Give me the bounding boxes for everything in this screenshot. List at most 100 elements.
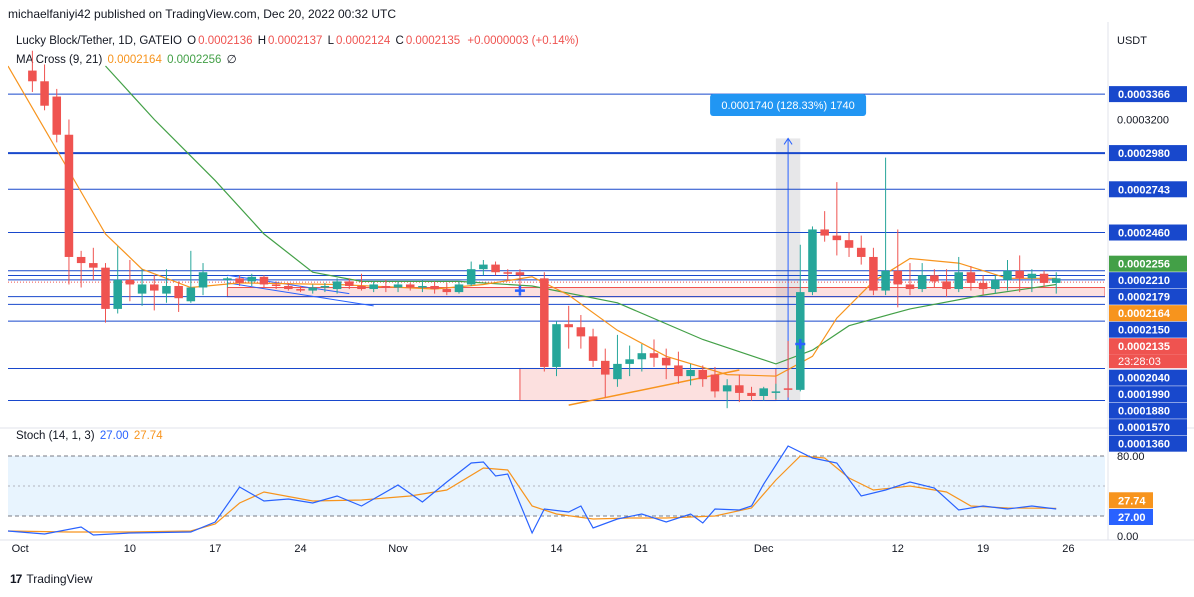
candle[interactable] — [978, 275, 988, 296]
candle[interactable] — [808, 226, 817, 296]
candle[interactable] — [125, 260, 135, 302]
candle[interactable] — [64, 119, 74, 285]
candle[interactable] — [820, 211, 829, 242]
symbol-name[interactable]: Lucky Block/Tether, 1D, GATEIO — [16, 35, 182, 47]
candle[interactable] — [893, 229, 903, 308]
candle[interactable] — [783, 340, 793, 398]
candle[interactable] — [247, 273, 257, 286]
candle[interactable] — [540, 272, 549, 372]
price-level-badge[interactable]: 0.0002256 — [1109, 255, 1187, 272]
candle[interactable] — [613, 334, 622, 387]
candle[interactable] — [1051, 272, 1061, 294]
price-level-badge[interactable]: 0.0002040 — [1109, 369, 1187, 386]
candle[interactable] — [186, 250, 196, 303]
candle[interactable] — [332, 278, 342, 294]
candle[interactable] — [552, 321, 561, 377]
candle[interactable] — [698, 365, 708, 387]
candle[interactable] — [759, 386, 768, 401]
candle[interactable] — [1027, 269, 1037, 293]
stoch-pane[interactable] — [7, 445, 1105, 536]
candle[interactable] — [722, 379, 732, 409]
candle[interactable] — [564, 305, 573, 349]
candle[interactable] — [320, 282, 330, 293]
candle[interactable] — [40, 64, 49, 111]
candle[interactable] — [869, 247, 878, 296]
candle[interactable] — [503, 269, 513, 282]
candle[interactable] — [991, 275, 1000, 294]
candle[interactable] — [686, 363, 695, 386]
price-level-badge[interactable]: 0.0002179 — [1109, 288, 1187, 305]
candle[interactable] — [284, 282, 293, 291]
candle[interactable] — [393, 281, 403, 293]
candle[interactable] — [600, 348, 610, 398]
candle[interactable] — [881, 157, 890, 296]
candle[interactable] — [296, 285, 305, 293]
candle[interactable] — [649, 339, 659, 367]
candle[interactable] — [710, 366, 720, 398]
price-level-badge[interactable]: 0.0002164 — [1109, 305, 1187, 322]
price-level-badge[interactable]: 0.0002210 — [1109, 272, 1187, 289]
candle[interactable] — [418, 279, 427, 293]
stoch-badge[interactable]: 27.74 — [1109, 492, 1153, 509]
price-level-badge[interactable]: 0.0001360 — [1109, 435, 1187, 452]
candle[interactable] — [1039, 270, 1049, 288]
candle[interactable] — [917, 263, 927, 293]
candle[interactable] — [76, 250, 86, 288]
candle[interactable] — [954, 256, 963, 293]
candle[interactable] — [137, 269, 147, 306]
candle[interactable] — [442, 282, 452, 296]
candle[interactable] — [576, 315, 586, 349]
stoch-label[interactable]: Stoch (14, 1, 3) — [16, 430, 95, 442]
price-level-badge[interactable]: 0.0002743 — [1109, 181, 1187, 198]
stoch-badge[interactable]: 27.00 — [1109, 509, 1153, 525]
candle[interactable] — [235, 275, 244, 286]
candle[interactable] — [369, 281, 378, 293]
candle[interactable] — [430, 281, 439, 294]
candle[interactable] — [491, 261, 500, 276]
candle[interactable] — [405, 282, 415, 291]
candle[interactable] — [637, 344, 647, 372]
candle[interactable] — [52, 88, 62, 143]
price-level-badge[interactable]: 0.0001880 — [1109, 402, 1187, 419]
price-level-badge[interactable]: 0.0001570 — [1109, 419, 1187, 436]
candle[interactable] — [113, 246, 122, 314]
candle[interactable] — [905, 263, 915, 296]
candle[interactable] — [661, 348, 671, 380]
candle[interactable] — [223, 276, 232, 288]
candle[interactable] — [1015, 255, 1024, 293]
candle[interactable] — [966, 266, 976, 291]
candle[interactable] — [381, 279, 391, 293]
candle[interactable] — [271, 281, 281, 290]
price-level-badge[interactable]: 0.0002980 — [1109, 145, 1187, 162]
candle[interactable] — [747, 386, 756, 401]
price-level-badge[interactable]: 0.0002150 — [1109, 321, 1187, 338]
candle[interactable] — [771, 383, 781, 400]
candle[interactable] — [735, 374, 744, 403]
candle[interactable] — [930, 269, 939, 288]
tradingview-logo[interactable]: 17 TradingView — [10, 572, 92, 586]
candle[interactable] — [832, 182, 842, 256]
candle[interactable] — [1003, 260, 1012, 291]
candle[interactable] — [101, 263, 110, 323]
candle[interactable] — [479, 260, 488, 276]
ma-cross-label[interactable]: MA Cross (9, 21) — [16, 54, 103, 66]
candle[interactable] — [625, 345, 634, 377]
price-level-badge[interactable]: 0.0003366 — [1109, 86, 1187, 103]
candle[interactable] — [198, 263, 208, 296]
price-level-badge[interactable]: 0.0002135 23:28:03 — [1109, 338, 1187, 369]
candle[interactable] — [345, 278, 354, 290]
candle[interactable] — [856, 235, 866, 265]
candle[interactable] — [28, 50, 37, 92]
candle[interactable] — [454, 281, 464, 294]
candle[interactable] — [466, 261, 476, 286]
candle[interactable] — [674, 351, 683, 384]
price-pane[interactable] — [8, 50, 1105, 409]
candle[interactable] — [259, 275, 269, 288]
candle[interactable] — [162, 269, 171, 303]
candle[interactable] — [844, 232, 854, 257]
candle[interactable] — [588, 328, 598, 367]
candle[interactable] — [89, 247, 98, 280]
candle[interactable] — [357, 273, 366, 291]
price-level-badge[interactable]: 0.0002460 — [1109, 224, 1187, 241]
